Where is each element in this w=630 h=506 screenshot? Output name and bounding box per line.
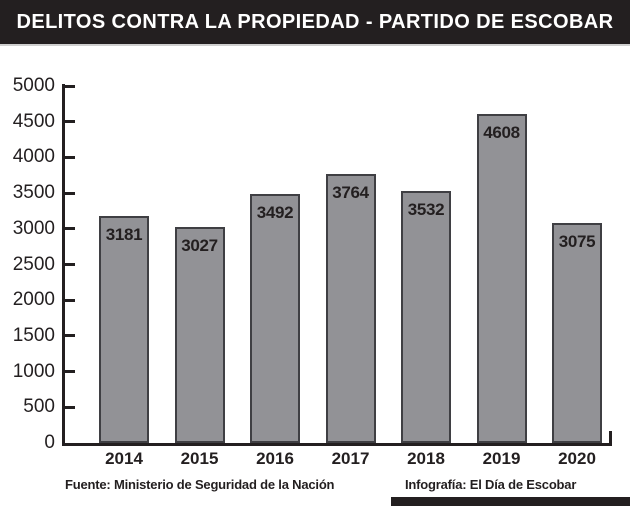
y-axis-tick-label: 4500 — [12, 110, 55, 132]
y-axis-tick-label: 3000 — [12, 217, 55, 239]
y-axis-tick-label: 5000 — [12, 75, 55, 96]
y-axis-tick — [65, 227, 75, 231]
y-axis-tick-label: 1000 — [12, 360, 55, 382]
infographic-credit: Infografía: El Día de Escobar — [405, 477, 577, 492]
y-axis-tick — [65, 334, 75, 338]
x-axis-end-tick — [609, 431, 612, 443]
bar-value-label: 3764 — [332, 183, 369, 203]
y-axis-tick — [65, 298, 75, 302]
y-axis-tick — [65, 120, 75, 124]
bar-2019: 4608 — [476, 113, 527, 443]
bar-value-label: 3075 — [558, 232, 596, 252]
bar-2016: 3492 — [250, 193, 300, 443]
y-axis-tick-label: 500 — [23, 396, 55, 418]
y-axis-tick-label: 3500 — [12, 182, 55, 204]
y-axis-tick-label: 2000 — [12, 289, 55, 311]
x-axis-category-label: 2015 — [180, 449, 219, 468]
x-axis-category-label: 2014 — [105, 449, 143, 468]
y-axis-tick — [65, 263, 75, 266]
bar-value-label: 4608 — [483, 122, 520, 142]
page-title: DELITOS CONTRA LA PROPIEDAD - PARTIDO DE… — [16, 10, 614, 33]
y-axis-tick-label: 0 — [44, 432, 55, 453]
x-axis-category-label: 2018 — [407, 449, 445, 468]
x-axis-category-label: 2020 — [558, 449, 596, 468]
x-axis-category-label: 2017 — [331, 449, 370, 468]
x-axis-line — [62, 443, 612, 446]
bar-2015: 3027 — [174, 226, 225, 443]
bar-2018: 3532 — [401, 190, 451, 443]
x-axis-category-label: 2016 — [256, 449, 294, 468]
y-axis-tick — [65, 370, 75, 374]
y-axis-tick — [65, 155, 75, 159]
bar-value-label: 3027 — [181, 235, 218, 255]
y-axis-tick-label: 1500 — [12, 324, 55, 346]
title-bar: DELITOS CONTRA LA PROPIEDAD - PARTIDO DE… — [0, 0, 630, 46]
y-axis-line — [62, 84, 65, 446]
y-axis-tick-label: 2500 — [12, 253, 55, 275]
bar-value-label: 3492 — [256, 202, 294, 222]
y-axis-tick — [65, 84, 75, 88]
bar-value-label: 3532 — [407, 199, 445, 219]
source-credit: Fuente: Ministerio de Seguridad de la Na… — [65, 477, 335, 492]
bar-2014: 3181 — [99, 215, 149, 443]
y-axis-tick — [65, 191, 75, 195]
x-axis-category-label: 2019 — [482, 449, 521, 468]
bar-2017: 3764 — [325, 174, 376, 443]
bar-2020: 3075 — [552, 223, 602, 443]
y-axis-tick-label: 4000 — [12, 146, 55, 168]
y-axis-tick — [65, 405, 75, 409]
bottom-edge-bar — [391, 497, 630, 506]
bar-value-label: 3181 — [105, 224, 143, 244]
